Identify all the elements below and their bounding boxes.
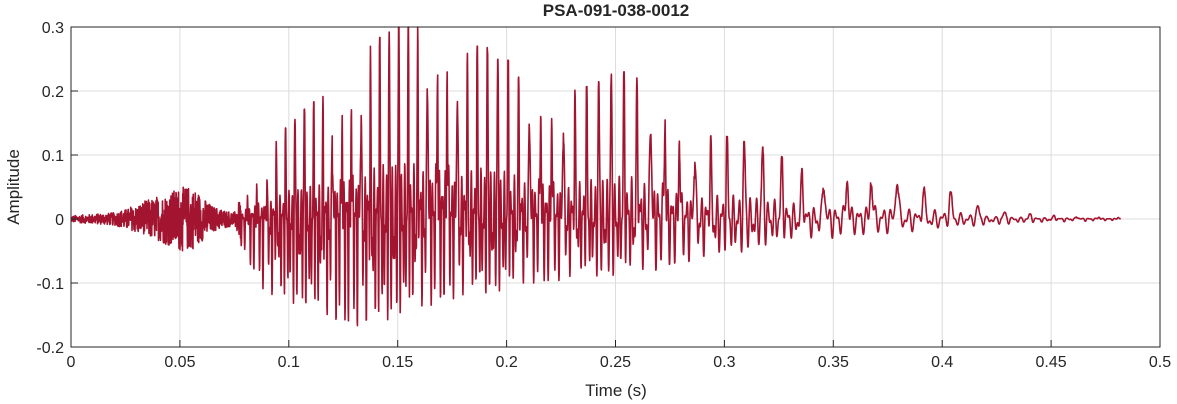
- x-tick-label: 0.45: [1036, 354, 1067, 371]
- x-tick-label: 0.25: [600, 354, 631, 371]
- x-tick-label: 0.15: [382, 354, 413, 371]
- y-tick-label: -0.2: [36, 340, 64, 357]
- y-tick-label: 0.3: [42, 20, 64, 37]
- x-axis-label: Time (s): [585, 381, 647, 400]
- x-tick-label: 0.5: [1149, 354, 1171, 371]
- y-tick-label: 0.2: [42, 84, 64, 101]
- chart-title: PSA-091-038-0012: [543, 1, 689, 20]
- y-axis-label: Amplitude: [4, 149, 23, 225]
- plot-area: [70, 26, 1122, 327]
- signal-line: [70, 26, 1122, 327]
- x-tick-label: 0.3: [713, 354, 735, 371]
- x-tick-label: 0.05: [164, 354, 195, 371]
- x-tick-label: 0.35: [818, 354, 849, 371]
- x-tick-label: 0.1: [278, 354, 300, 371]
- x-tick-label: 0.2: [495, 354, 517, 371]
- y-tick-label: 0: [55, 212, 64, 229]
- y-tick-label: -0.1: [36, 276, 64, 293]
- x-tick-label: 0.4: [931, 354, 953, 371]
- y-axis-ticks: -0.2 -0.1 0 0.1 0.2 0.3: [36, 20, 78, 357]
- x-axis-ticks: 0 0.05 0.1 0.15 0.2 0.25 0.3 0.35 0.4 0.45 0.5: [67, 340, 1171, 371]
- x-tick-label: 0: [67, 354, 76, 371]
- y-tick-label: 0.1: [42, 148, 64, 165]
